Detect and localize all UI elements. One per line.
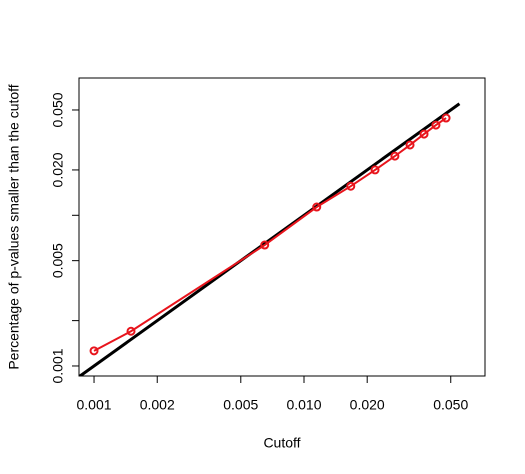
x-tick-label: 0.020 [350, 397, 385, 413]
x-tick-label: 0.001 [77, 397, 112, 413]
data-point [346, 181, 356, 191]
plot-area [79, 102, 461, 376]
y-tick-label: 0.005 [50, 243, 66, 278]
y-tick-label: 0.001 [50, 348, 66, 383]
y-tick-label: 0.050 [50, 92, 66, 127]
data-point [441, 113, 451, 123]
data-point [260, 240, 270, 250]
x-tick-label: 0.002 [140, 397, 175, 413]
y-axis-title: Percentage of p-values smaller than the … [6, 84, 22, 369]
data-point [431, 120, 441, 130]
data-point [405, 140, 415, 150]
data-line [93, 117, 447, 352]
y-tick-label: 0.020 [50, 152, 66, 187]
plot-frame [78, 77, 486, 377]
x-axis-title: Cutoff [263, 435, 300, 451]
x-tick-label: 0.005 [223, 397, 258, 413]
data-point [312, 202, 322, 212]
data-point [390, 151, 400, 161]
data-point [419, 129, 429, 139]
data-point [370, 165, 380, 175]
x-tick-label: 0.050 [433, 397, 468, 413]
data-point [126, 326, 136, 336]
data-point [89, 346, 99, 356]
x-tick-label: 0.010 [286, 397, 321, 413]
